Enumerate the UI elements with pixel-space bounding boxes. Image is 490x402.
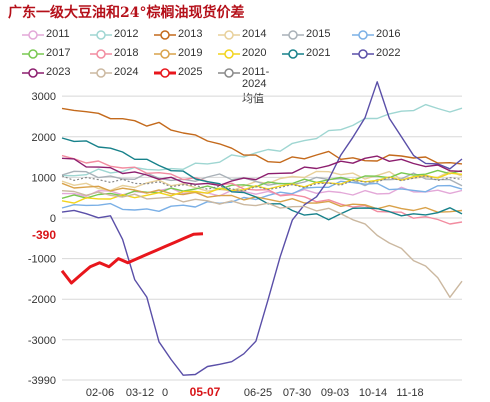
y-tick-label: -3000: [28, 335, 56, 347]
y-tick-label: 3000: [32, 91, 56, 103]
legend-marker-icon: [352, 30, 374, 40]
legend-label: 2017: [46, 47, 71, 59]
legend-marker-icon: [218, 68, 240, 78]
legend-marker-icon: [22, 49, 44, 59]
legend-marker-icon: [90, 49, 112, 59]
legend-label: 2021: [306, 47, 331, 59]
legend-marker-icon: [90, 68, 112, 78]
x-tick-label: 06-25: [244, 387, 272, 399]
legend-label: 2016: [376, 28, 401, 40]
series-line-2018[interactable]: [61, 154, 463, 225]
legend-label: 2023: [46, 66, 71, 78]
legend-marker-icon: [90, 30, 112, 40]
legend-marker-icon: [154, 30, 176, 40]
series-line-2023[interactable]: [61, 155, 463, 187]
legend-marker-icon: [218, 30, 240, 40]
y-highlight-label: -390: [32, 228, 56, 242]
y-tick-label: 0: [50, 213, 56, 225]
x-tick-label: 10-14: [359, 387, 387, 399]
legend-label: 2024: [114, 66, 139, 78]
x-tick-label: 02-06: [86, 387, 114, 399]
legend-label: 2014: [242, 28, 267, 40]
legend-marker-icon: [154, 68, 176, 78]
legend-label: 2013: [178, 28, 203, 40]
legend-label: 2019: [178, 47, 203, 59]
y-tick-label: -1000: [28, 254, 56, 266]
legend-marker-icon: [282, 30, 304, 40]
series-line-2013[interactable]: [61, 107, 463, 165]
legend-marker-icon: [154, 49, 176, 59]
x-tick-label: 0: [162, 387, 168, 399]
legend-label: 2022: [376, 47, 401, 59]
y-tick-label: 1000: [32, 172, 56, 184]
legend-marker-icon: [218, 49, 240, 59]
legend-label: 2015: [306, 28, 331, 40]
x-tick-label: 11-18: [396, 387, 423, 399]
legend-label: 2025: [178, 66, 203, 78]
series-line-2017[interactable]: [61, 169, 463, 199]
series-line-2024[interactable]: [61, 190, 463, 298]
legend-label: 2012: [114, 28, 139, 40]
x-tick-label: 09-03: [321, 387, 349, 399]
y-tick-label: -2000: [28, 294, 56, 306]
series-line-2025[interactable]: [60, 232, 204, 285]
x-highlight-label: 05-07: [190, 385, 221, 399]
legend-label: 2020: [242, 47, 267, 59]
legend-marker-icon: [22, 30, 44, 40]
series-line-2019[interactable]: [61, 182, 463, 213]
legend-label: 2011: [46, 28, 70, 40]
series-line-2022[interactable]: [61, 81, 463, 376]
y-tick-label: 2000: [32, 132, 56, 144]
series-line-2021[interactable]: [61, 137, 463, 221]
x-tick-label: 07-30: [283, 387, 311, 399]
legend-label: 2018: [114, 47, 139, 59]
x-tick-label: 03-12: [126, 387, 154, 399]
legend-marker-icon: [282, 49, 304, 59]
y-tick-label: -3990: [28, 375, 56, 387]
series-line-2012[interactable]: [61, 103, 463, 177]
series-line-2011-2024-[interactable]: [61, 175, 463, 192]
legend-marker-icon: [352, 49, 374, 59]
legend-marker-icon: [22, 68, 44, 78]
chart-title: 广东一级大豆油和24°棕榈油现货价差: [8, 5, 245, 21]
